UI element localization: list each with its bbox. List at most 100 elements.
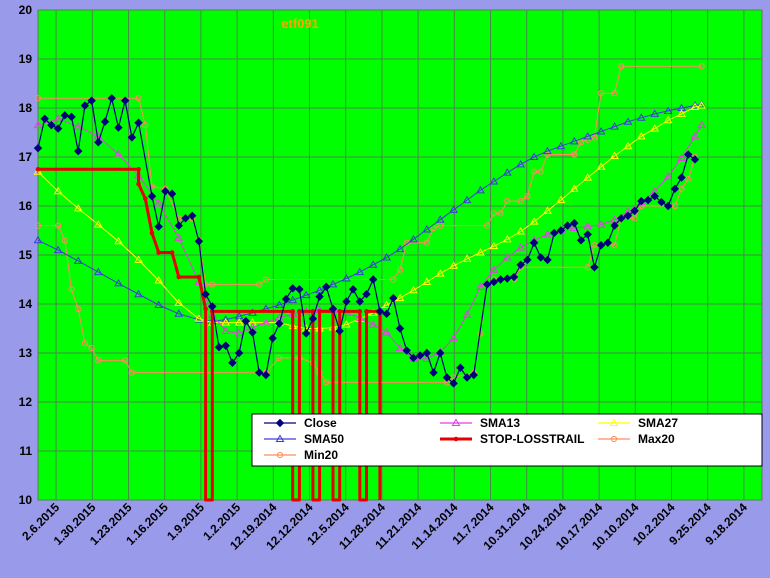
data-point bbox=[503, 274, 512, 283]
data-point bbox=[637, 196, 646, 206]
data-point bbox=[489, 265, 499, 273]
data-point bbox=[328, 304, 338, 314]
data-point bbox=[147, 191, 157, 201]
data-point bbox=[422, 277, 432, 285]
data-point bbox=[409, 353, 418, 363]
legend-label: Max20 bbox=[638, 432, 675, 446]
data-point bbox=[497, 210, 504, 217]
data-point bbox=[81, 340, 89, 347]
data-point bbox=[663, 115, 673, 124]
series-sma27 bbox=[33, 101, 707, 332]
data-point bbox=[663, 106, 673, 114]
data-point bbox=[34, 95, 42, 102]
data-point bbox=[382, 327, 391, 336]
data-point bbox=[451, 418, 461, 426]
data-point bbox=[315, 292, 324, 301]
data-point bbox=[489, 177, 499, 185]
data-point bbox=[80, 101, 90, 110]
data-point bbox=[563, 221, 572, 230]
data-point bbox=[617, 214, 626, 223]
data-point bbox=[390, 276, 397, 283]
data-point bbox=[202, 281, 209, 288]
data-point bbox=[154, 222, 163, 231]
data-point bbox=[149, 230, 155, 236]
data-point bbox=[556, 141, 566, 150]
data-point bbox=[241, 316, 251, 326]
data-point bbox=[221, 318, 231, 326]
data-point bbox=[67, 112, 76, 122]
data-point bbox=[529, 217, 539, 225]
data-point bbox=[114, 123, 123, 132]
y-tick-label: 12 bbox=[19, 395, 33, 409]
data-point bbox=[262, 276, 270, 283]
data-point bbox=[462, 254, 472, 262]
data-point bbox=[389, 293, 398, 303]
data-point bbox=[167, 189, 177, 198]
data-point bbox=[537, 168, 544, 175]
data-point bbox=[502, 168, 512, 176]
data-point bbox=[73, 122, 83, 130]
data-point bbox=[221, 326, 231, 334]
data-point bbox=[516, 243, 526, 251]
data-point bbox=[650, 124, 660, 132]
legend-box bbox=[251, 413, 763, 467]
data-point bbox=[596, 220, 606, 228]
data-point bbox=[256, 281, 263, 288]
data-point bbox=[490, 210, 497, 217]
data-point bbox=[87, 96, 96, 105]
data-point bbox=[248, 318, 257, 326]
data-point bbox=[610, 151, 619, 160]
legend: Close SMA13 SMA27 SMA50 STOP-LOSSTRAIL Max20 M… bbox=[251, 413, 763, 467]
data-point bbox=[308, 314, 318, 323]
data-point bbox=[643, 195, 653, 205]
y-tick-label: 15 bbox=[19, 248, 33, 262]
y-tick-label: 19 bbox=[19, 52, 33, 66]
data-point bbox=[596, 127, 606, 135]
data-point bbox=[228, 358, 237, 368]
data-point bbox=[590, 263, 599, 272]
data-point bbox=[469, 370, 478, 380]
data-point bbox=[35, 166, 41, 172]
y-axis: 10 11 12 13 14 15 16 17 18 19 20 bbox=[19, 3, 33, 507]
data-point bbox=[93, 220, 103, 228]
data-point bbox=[423, 239, 430, 246]
data-point bbox=[489, 277, 499, 287]
data-point bbox=[128, 369, 135, 376]
data-point bbox=[544, 151, 551, 158]
series-line bbox=[37, 104, 702, 322]
data-point bbox=[94, 138, 103, 147]
chart-title: etf091 bbox=[281, 16, 319, 31]
data-point bbox=[268, 334, 277, 343]
data-point bbox=[610, 221, 619, 230]
data-point bbox=[375, 307, 385, 316]
data-point bbox=[323, 379, 330, 386]
data-point bbox=[504, 198, 511, 205]
data-point bbox=[690, 102, 700, 111]
data-point bbox=[618, 63, 625, 70]
data-point bbox=[53, 124, 63, 133]
data-point bbox=[88, 345, 95, 352]
data-point bbox=[33, 120, 43, 129]
data-point bbox=[462, 373, 472, 382]
data-point bbox=[276, 354, 283, 361]
data-point bbox=[462, 195, 472, 204]
data-point bbox=[516, 260, 525, 270]
data-point bbox=[295, 285, 304, 294]
data-point bbox=[516, 226, 526, 235]
data-point bbox=[34, 222, 42, 229]
legend-item: STOP-LOSSTRAIL bbox=[440, 432, 584, 446]
y-tick-label: 16 bbox=[19, 199, 33, 213]
data-point bbox=[93, 267, 103, 276]
data-point bbox=[33, 143, 43, 153]
data-point bbox=[382, 309, 391, 319]
data-point bbox=[33, 167, 43, 175]
data-point bbox=[154, 300, 164, 308]
data-point bbox=[543, 206, 552, 214]
legend-label: Close bbox=[304, 416, 337, 430]
data-point bbox=[203, 306, 208, 312]
data-point bbox=[571, 151, 578, 158]
data-point bbox=[60, 111, 70, 120]
data-point bbox=[47, 120, 56, 130]
data-point bbox=[543, 146, 552, 155]
data-point bbox=[234, 318, 244, 326]
